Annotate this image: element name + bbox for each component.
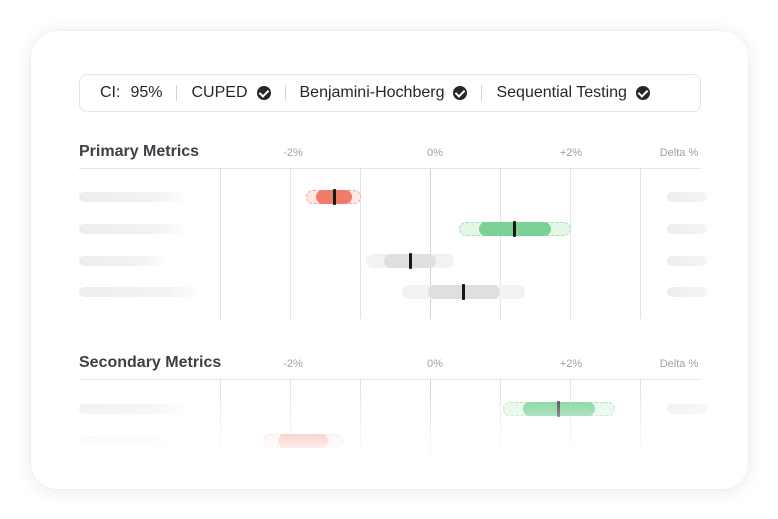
ci-label: CI: xyxy=(100,84,121,101)
point-estimate xyxy=(333,189,336,205)
sequential-label: Sequential Testing xyxy=(496,84,627,101)
bh-setting[interactable]: Benjamini-Hochberg xyxy=(300,84,468,102)
ci-value: 95% xyxy=(130,84,163,101)
check-circle-icon xyxy=(256,86,271,100)
check-circle-icon xyxy=(453,86,468,100)
metric-name-placeholder xyxy=(79,436,174,446)
axis-plus-label: +2% xyxy=(559,358,583,370)
secondary-header-divider xyxy=(79,379,701,380)
cuped-setting[interactable]: CUPED xyxy=(191,84,271,102)
grid-line xyxy=(360,380,361,489)
axis-zero-label: 0% xyxy=(427,147,443,159)
confidence-interval-core xyxy=(278,434,328,448)
grid-line xyxy=(220,380,221,489)
secondary-metrics-title: Secondary Metrics xyxy=(79,354,222,371)
primary-metrics-title: Primary Metrics xyxy=(79,143,200,160)
grid-line xyxy=(640,380,641,489)
axis-minus-label: -2% xyxy=(283,358,303,370)
point-estimate xyxy=(513,221,516,237)
divider xyxy=(284,85,286,101)
grid-line xyxy=(360,169,361,319)
primary-header-divider xyxy=(79,168,701,169)
grid-line xyxy=(570,380,571,489)
metric-name-placeholder xyxy=(79,287,204,297)
divider xyxy=(176,85,178,101)
axis-zero-label: 0% xyxy=(427,358,443,370)
metrics-card: CI: 95% CUPED Benjamini-Hochberg Sequent… xyxy=(31,31,748,489)
delta-value-placeholder xyxy=(667,192,707,202)
grid-line xyxy=(500,380,501,489)
zero-line xyxy=(430,380,431,489)
zero-line xyxy=(430,169,431,319)
delta-column-label: Delta % xyxy=(659,358,699,370)
grid-line xyxy=(640,169,641,319)
metric-name-placeholder xyxy=(79,404,189,414)
grid-line xyxy=(220,169,221,319)
metric-name-placeholder xyxy=(79,192,189,202)
point-estimate xyxy=(462,284,465,300)
delta-value-placeholder xyxy=(667,404,707,414)
analysis-settings-bar: CI: 95% CUPED Benjamini-Hochberg Sequent… xyxy=(79,74,701,112)
ci-setting[interactable]: CI: 95% xyxy=(100,84,162,102)
grid-line xyxy=(290,169,291,319)
grid-line xyxy=(500,169,501,319)
delta-value-placeholder xyxy=(667,287,707,297)
grid-line xyxy=(570,169,571,319)
sequential-setting[interactable]: Sequential Testing xyxy=(496,84,650,102)
check-circle-icon xyxy=(635,86,650,100)
delta-value-placeholder xyxy=(667,256,707,266)
metric-name-placeholder xyxy=(79,256,169,266)
point-estimate xyxy=(409,253,412,269)
divider xyxy=(481,85,483,101)
bh-label: Benjamini-Hochberg xyxy=(299,84,445,101)
delta-value-placeholder xyxy=(667,224,707,234)
delta-column-label: Delta % xyxy=(659,147,699,159)
metric-name-placeholder xyxy=(79,224,189,234)
axis-minus-label: -2% xyxy=(283,147,303,159)
axis-plus-label: +2% xyxy=(559,147,583,159)
point-estimate xyxy=(557,401,560,417)
cuped-label: CUPED xyxy=(191,84,248,101)
